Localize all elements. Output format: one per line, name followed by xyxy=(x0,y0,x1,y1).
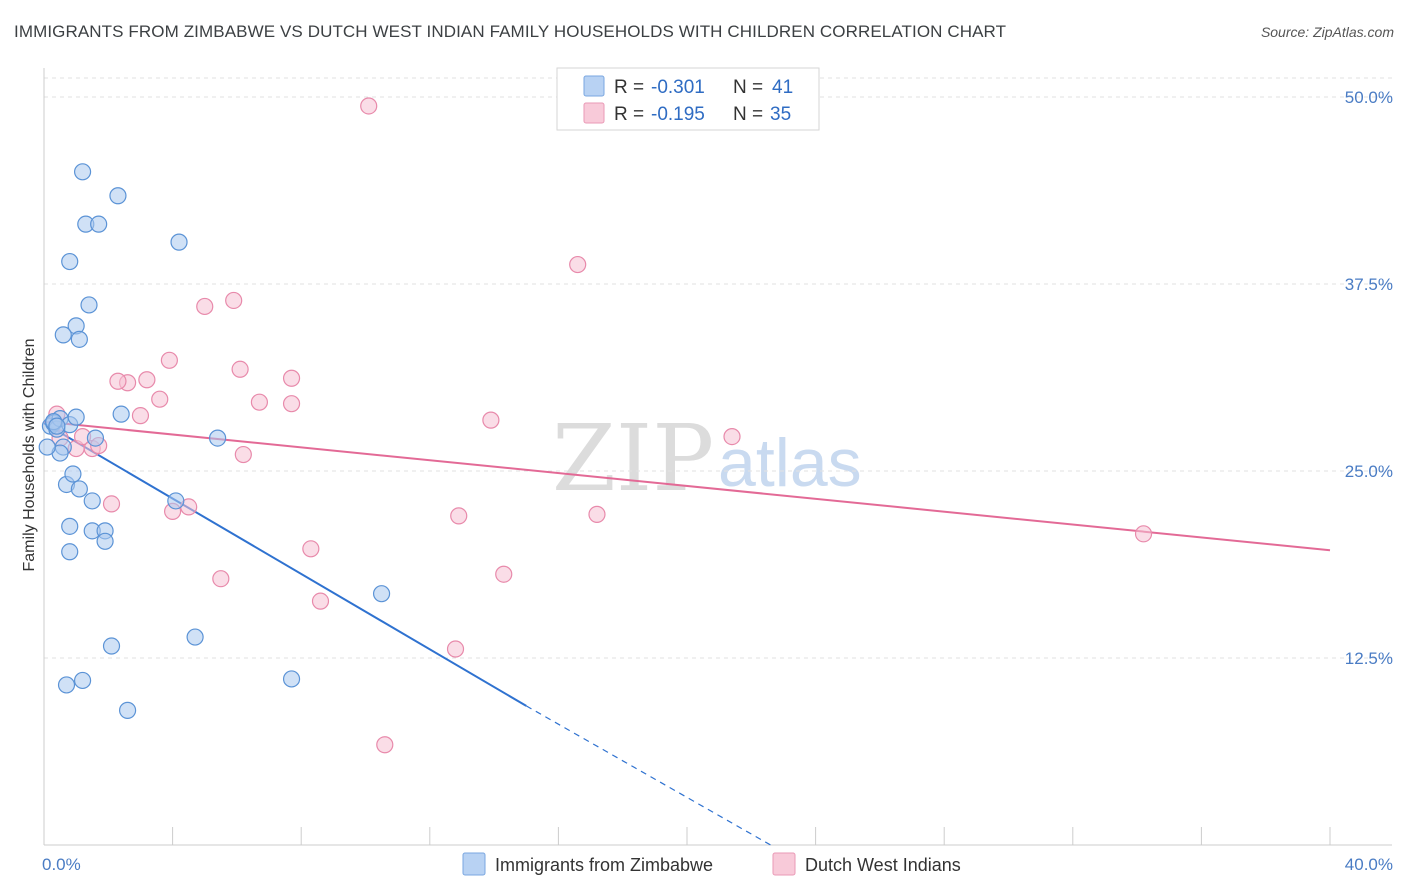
point-dutch-west-indians xyxy=(109,372,127,390)
point-zimbabwe xyxy=(86,429,105,447)
series-legend-swatch-dutch xyxy=(772,852,796,876)
x-tick-label: 40.0% xyxy=(1345,855,1393,874)
point-zimbabwe xyxy=(112,405,130,423)
y-tick-label: 25.0% xyxy=(1345,462,1393,481)
point-zimbabwe xyxy=(90,215,108,233)
point-zimbabwe xyxy=(70,330,88,348)
point-dutch-west-indians xyxy=(138,371,156,389)
point-zimbabwe xyxy=(80,296,98,314)
point-zimbabwe xyxy=(372,585,391,603)
point-dutch-west-indians xyxy=(360,97,378,115)
watermark-atlas: atlas xyxy=(718,425,862,501)
legend-r-label-1: R = xyxy=(614,77,644,98)
point-zimbabwe xyxy=(64,465,82,483)
point-zimbabwe xyxy=(54,326,72,344)
point-zimbabwe xyxy=(102,637,121,655)
x-tick-label: 0.0% xyxy=(42,855,81,874)
point-dutch-west-indians xyxy=(311,592,330,610)
point-zimbabwe xyxy=(67,408,85,426)
y-tick-label: 12.5% xyxy=(1345,649,1393,668)
point-zimbabwe xyxy=(61,252,79,271)
series-legend-label-dutch: Dutch West Indians xyxy=(805,855,961,875)
y-axis-label: Family Households with Children xyxy=(21,339,38,572)
point-dutch-west-indians xyxy=(588,505,606,523)
point-dutch-west-indians xyxy=(446,640,465,658)
point-zimbabwe xyxy=(96,532,114,550)
tick-labels: 12.5% 25.0% 37.5% 50.0% 0.0% 40.0% xyxy=(42,88,1393,874)
legend-n-label-2: N = xyxy=(733,104,763,125)
series-legend: Immigrants from Zimbabwe Dutch West Indi… xyxy=(462,852,961,876)
point-dutch-west-indians xyxy=(495,565,513,583)
point-dutch-west-indians xyxy=(450,507,468,525)
point-zimbabwe xyxy=(73,163,92,181)
legend-r-label-2: R = xyxy=(614,104,644,125)
point-dutch-west-indians xyxy=(212,570,230,588)
point-zimbabwe xyxy=(209,429,227,447)
point-dutch-west-indians xyxy=(102,495,121,513)
point-zimbabwe xyxy=(61,517,79,535)
point-zimbabwe xyxy=(109,187,127,205)
series-legend-swatch-zimbabwe xyxy=(462,852,486,876)
point-dutch-west-indians xyxy=(196,297,214,316)
point-zimbabwe xyxy=(167,492,185,510)
point-dutch-west-indians xyxy=(282,369,301,387)
legend-n-value-1: 41 xyxy=(772,77,793,98)
legend-n-value-2: 35 xyxy=(770,104,791,125)
source-label: Source: ZipAtlas.com xyxy=(1260,24,1394,40)
point-zimbabwe xyxy=(73,671,92,690)
axes xyxy=(43,68,1392,846)
trend-lines xyxy=(43,420,1331,846)
point-zimbabwe xyxy=(186,628,204,646)
data-points xyxy=(38,97,1153,754)
point-dutch-west-indians xyxy=(225,291,243,310)
point-dutch-west-indians xyxy=(302,540,320,558)
trend-line-zimbabwe-extension xyxy=(525,705,771,846)
point-dutch-west-indians xyxy=(482,411,500,429)
point-zimbabwe xyxy=(70,480,88,498)
series-legend-label-zimbabwe: Immigrants from Zimbabwe xyxy=(495,855,713,875)
y-tick-label: 50.0% xyxy=(1345,88,1393,107)
point-zimbabwe xyxy=(170,233,188,251)
legend-swatch-dutch-west-indians xyxy=(583,102,605,124)
legend-swatch-zimbabwe xyxy=(583,75,605,97)
point-zimbabwe xyxy=(48,417,66,435)
point-zimbabwe xyxy=(118,701,137,719)
point-zimbabwe xyxy=(282,670,301,688)
legend-r-value-1: -0.301 xyxy=(651,77,705,98)
point-dutch-west-indians xyxy=(160,351,178,369)
point-dutch-west-indians xyxy=(234,445,252,464)
legend-r-value-2: -0.195 xyxy=(651,104,705,125)
trend-line-zimbabwe xyxy=(43,422,527,707)
point-dutch-west-indians xyxy=(723,427,741,446)
point-dutch-west-indians xyxy=(569,255,587,274)
stats-legend: R = -0.301 N = 41 R = -0.195 N = 35 xyxy=(556,67,820,131)
point-zimbabwe xyxy=(38,438,56,456)
point-dutch-west-indians xyxy=(1134,525,1153,543)
point-zimbabwe xyxy=(61,543,79,561)
watermark-zip: ZIP xyxy=(552,405,714,512)
point-dutch-west-indians xyxy=(231,360,249,378)
point-zimbabwe xyxy=(83,492,101,510)
point-dutch-west-indians xyxy=(376,736,394,754)
point-dutch-west-indians xyxy=(282,395,301,413)
point-dutch-west-indians xyxy=(250,393,269,411)
y-tick-label: 37.5% xyxy=(1345,275,1393,294)
chart-title: IMMIGRANTS FROM ZIMBABWE VS DUTCH WEST I… xyxy=(14,22,1007,41)
legend-n-label-1: N = xyxy=(733,77,763,98)
point-zimbabwe xyxy=(57,676,76,694)
trend-line-dutch-west-indians xyxy=(43,420,1331,552)
point-dutch-west-indians xyxy=(131,407,150,425)
point-dutch-west-indians xyxy=(151,390,169,408)
